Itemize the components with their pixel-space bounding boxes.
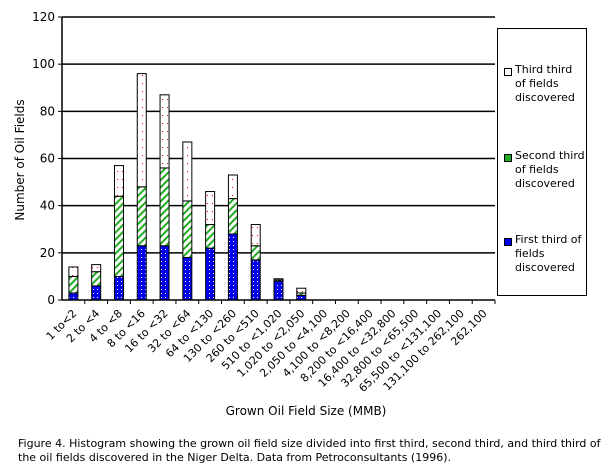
bar-first-third	[205, 247, 216, 301]
bar-first-third	[182, 257, 193, 301]
bar-first-third	[273, 280, 284, 301]
y-tick-label: 60	[40, 152, 55, 166]
figure-caption: Figure 4. Histogram showing the grown oi…	[18, 437, 601, 464]
legend: Third third of fields discovered Second …	[497, 28, 587, 296]
bar-third-third	[273, 278, 284, 281]
bar-second-third	[159, 167, 170, 247]
bar-third-third	[227, 174, 238, 200]
y-tick-label: 120	[32, 10, 55, 24]
bar-second-third	[227, 198, 238, 235]
bar-third-third	[68, 266, 79, 277]
bar-third-third	[182, 141, 193, 202]
bar-first-third	[159, 245, 170, 301]
bar-second-third	[250, 245, 261, 261]
bar-second-third	[68, 275, 79, 294]
bar-second-third	[205, 224, 216, 249]
y-tick-label: 100	[32, 57, 55, 71]
legend-label: Third third of fields discovered	[515, 63, 575, 104]
bar-third-third	[296, 287, 307, 294]
y-tick-label: 0	[47, 293, 55, 307]
legend-item-third: Third third of fields discovered	[504, 63, 586, 105]
bar-first-third	[227, 233, 238, 301]
bar-third-third	[159, 94, 170, 169]
bar-second-third	[182, 200, 193, 259]
bar-third-third	[136, 73, 147, 188]
bar-first-third	[136, 245, 147, 301]
bar-second-third	[136, 186, 147, 247]
bar-second-third	[113, 195, 124, 277]
bar-first-third	[68, 292, 79, 301]
y-tick-label: 80	[40, 104, 55, 118]
legend-swatch-third	[504, 68, 512, 76]
y-axis-label: Number of Oil Fields	[13, 99, 27, 220]
legend-item-second: Second third of fields discovered	[504, 149, 586, 191]
legend-label: Second third of fields discovered	[515, 149, 585, 190]
y-tick-label: 20	[40, 246, 55, 260]
bar-second-third	[91, 271, 102, 287]
bar-first-third	[250, 259, 261, 301]
legend-swatch-first	[504, 238, 512, 246]
bar-third-third	[205, 191, 216, 226]
legend-label: First third of fields discovered	[515, 233, 582, 274]
bar-third-third	[113, 165, 124, 197]
bar-first-third	[113, 275, 124, 301]
bar-third-third	[250, 224, 261, 247]
legend-swatch-second	[504, 154, 512, 162]
bar-first-third	[91, 285, 102, 301]
legend-item-first: First third of fields discovered	[504, 233, 586, 275]
y-tick-label: 40	[40, 199, 55, 213]
x-axis-label: Grown Oil Field Size (MMB)	[226, 404, 387, 418]
bar-third-third	[91, 264, 102, 273]
